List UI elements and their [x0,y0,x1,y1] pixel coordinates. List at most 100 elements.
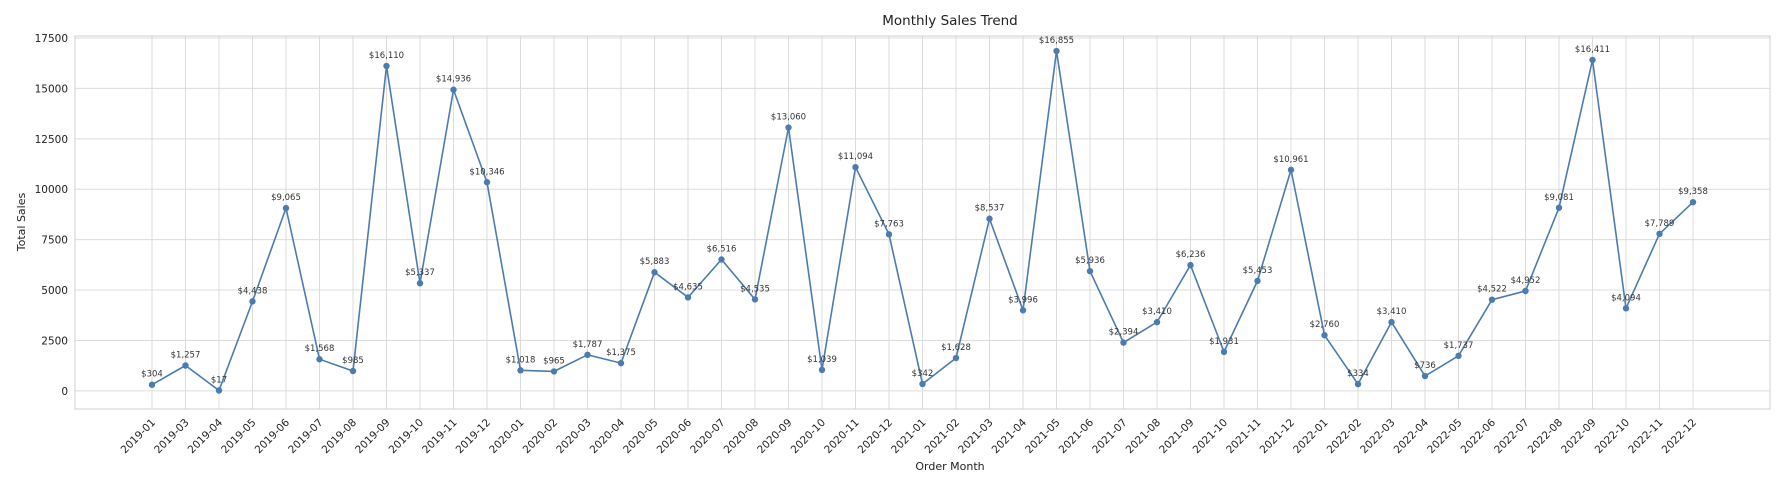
chart-title: Monthly Sales Trend [882,13,1018,29]
x-tick-label: 2020-09 [755,417,795,457]
data-point [684,294,692,301]
data-point [651,269,658,276]
x-tick-label: 2019-08 [320,417,360,457]
data-point [1455,352,1462,360]
data-label: $4,635 [673,282,703,292]
data-point [215,387,223,394]
grid-lines [75,36,1770,409]
data-point [1120,339,1127,346]
x-tick-label: 2021-09 [1157,417,1197,457]
data-point [148,381,156,388]
sales-data-labels: $304 $1,257 $17 $4,438 $9,065 $1,568 $985 $16,1… [141,36,1708,385]
data-point [718,256,725,263]
data-label: $9,065 [271,193,301,203]
data-point [919,380,926,388]
x-tick-label: 2022-04 [1392,416,1432,456]
x-tick-label: 2022-01 [1291,417,1331,457]
data-point [1421,372,1429,380]
x-tick-label: 2021-11 [1224,417,1264,457]
data-point [1388,318,1395,326]
x-tick-label: 2019-04 [186,416,226,456]
x-tick-label: 2022-10 [1593,417,1633,457]
y-tick-label: 10000 [35,184,68,196]
x-tick-label: 2021-04 [990,416,1030,456]
data-label: $1,787 [573,340,603,350]
data-label: $1,375 [606,348,636,358]
data-point [282,204,290,212]
data-point [1287,166,1295,174]
data-label: $1,257 [171,351,201,361]
data-label: $4,438 [238,286,268,296]
x-tick-label: 2021-03 [956,417,996,457]
x-tick-label: 2022-08 [1526,417,1566,457]
y-axis-ticks: 0 2500 5000 7500 10000 12500 15000 17500 [35,33,68,398]
data-label: $11,094 [838,152,873,162]
data-label: $2,394 [1109,328,1139,338]
x-tick-label: 2020-01 [487,417,527,457]
x-tick-label: 2020-05 [621,417,661,457]
data-point [885,231,893,238]
x-tick-label: 2022-12 [1660,417,1700,457]
x-tick-label: 2020-06 [655,416,695,456]
x-tick-label: 2020-11 [822,417,862,457]
x-tick-label: 2021-07 [1090,417,1130,457]
x-tick-label: 2019-11 [420,417,460,457]
data-point [751,296,759,303]
data-label: $16,110 [369,51,404,61]
data-label: $8,537 [975,204,1005,214]
data-point [1321,332,1328,339]
data-point [1589,56,1596,64]
data-point [450,86,457,93]
data-label: $1,568 [305,344,335,354]
data-label: $16,411 [1575,45,1610,55]
data-label: $985 [342,356,364,366]
x-tick-label: 2019-12 [454,417,494,457]
x-tick-label: 2021-08 [1124,417,1164,457]
data-point [517,367,524,374]
data-point [249,298,256,305]
data-point [316,356,323,363]
x-tick-label: 2021-12 [1258,417,1298,457]
data-label: $3,410 [1142,307,1172,317]
data-point [986,215,993,222]
data-label: $736 [1414,361,1436,371]
x-tick-label: 2019-03 [152,417,192,457]
data-point [1522,287,1529,295]
data-point [1689,198,1697,206]
data-point [483,179,491,186]
data-label: $1,737 [1444,341,1474,351]
data-label: $7,763 [874,219,904,229]
data-point [383,62,390,70]
data-label: $4,522 [1477,285,1507,295]
data-label: $6,236 [1176,250,1206,260]
data-label: $14,936 [436,75,471,85]
data-point [785,124,792,131]
y-tick-label: 0 [61,386,68,398]
data-label: $1,039 [807,355,837,365]
data-point [550,368,558,375]
data-point [349,367,357,375]
data-point [1488,296,1496,303]
data-label: $5,883 [640,257,670,267]
x-tick-label: 2022-05 [1425,417,1465,457]
x-tick-label: 2021-10 [1191,417,1231,457]
y-axis-label: Total Sales [15,193,28,253]
data-point [1622,305,1630,312]
data-label: $304 [141,370,163,380]
data-point [1555,204,1563,211]
data-point [416,280,424,287]
x-tick-label: 2020-10 [789,417,829,457]
x-tick-label: 2019-01 [119,417,159,457]
x-tick-label: 2022-03 [1358,417,1398,457]
x-tick-label: 2022-06 [1459,416,1499,456]
data-label: $3,410 [1377,307,1407,317]
sales-data-points [148,47,1697,394]
y-tick-label: 17500 [35,33,68,45]
data-point [584,351,591,359]
data-label: $16,855 [1039,36,1074,46]
x-tick-label: 2022-11 [1626,417,1666,457]
x-tick-label: 2020-04 [588,416,628,456]
y-tick-label: 2500 [41,335,68,347]
data-label: $5,337 [405,268,435,278]
